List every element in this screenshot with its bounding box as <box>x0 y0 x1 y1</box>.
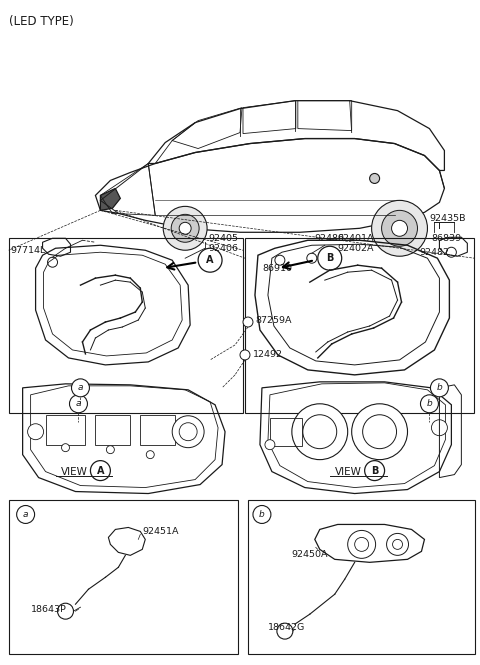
Circle shape <box>386 533 408 555</box>
Text: 92450A: 92450A <box>292 550 328 559</box>
Circle shape <box>318 246 342 270</box>
Circle shape <box>240 350 250 360</box>
Circle shape <box>370 174 380 184</box>
Text: 92451A: 92451A <box>142 527 179 536</box>
Bar <box>46 415 85 445</box>
Circle shape <box>58 603 73 619</box>
Circle shape <box>352 404 408 460</box>
Circle shape <box>348 531 376 559</box>
Text: 92401A: 92401A <box>338 234 374 243</box>
Text: 92402A: 92402A <box>338 244 374 253</box>
Bar <box>140 415 175 445</box>
Bar <box>96 415 130 445</box>
Circle shape <box>307 253 317 263</box>
Circle shape <box>431 379 448 397</box>
Text: A: A <box>206 255 214 265</box>
Circle shape <box>253 505 271 523</box>
Circle shape <box>28 424 44 440</box>
Circle shape <box>355 537 369 551</box>
Text: 92486: 92486 <box>315 234 345 243</box>
Circle shape <box>70 395 87 413</box>
Circle shape <box>292 404 348 460</box>
Circle shape <box>243 317 253 327</box>
Circle shape <box>275 255 285 265</box>
Text: 92405: 92405 <box>208 234 238 243</box>
Text: a: a <box>78 383 83 392</box>
Circle shape <box>146 451 154 459</box>
Polygon shape <box>100 188 120 210</box>
Circle shape <box>265 440 275 450</box>
Circle shape <box>90 461 110 481</box>
Circle shape <box>179 222 191 234</box>
Circle shape <box>179 423 197 441</box>
Text: a: a <box>76 399 81 408</box>
Circle shape <box>17 505 35 523</box>
Text: VIEW: VIEW <box>335 467 361 477</box>
Text: 92406: 92406 <box>208 244 238 253</box>
Circle shape <box>163 206 207 250</box>
Text: 87259A: 87259A <box>255 315 291 325</box>
Text: b: b <box>259 510 265 519</box>
Bar <box>270 418 302 446</box>
Bar <box>9 499 238 654</box>
Circle shape <box>72 379 89 397</box>
Text: 92482: 92482 <box>420 248 449 257</box>
Circle shape <box>372 200 428 256</box>
Circle shape <box>107 446 114 454</box>
Circle shape <box>420 395 438 413</box>
Text: 18642G: 18642G <box>268 622 305 632</box>
Circle shape <box>392 220 408 236</box>
Text: VIEW: VIEW <box>60 467 87 477</box>
Text: 97714L: 97714L <box>11 246 46 255</box>
Circle shape <box>382 210 418 246</box>
Text: A: A <box>96 465 104 475</box>
Text: (LED TYPE): (LED TYPE) <box>9 15 73 28</box>
Bar <box>248 499 475 654</box>
Bar <box>245 238 474 413</box>
Circle shape <box>432 420 447 436</box>
Text: a: a <box>23 510 28 519</box>
Text: 18643P: 18643P <box>31 604 67 614</box>
Circle shape <box>171 214 199 242</box>
Circle shape <box>393 539 403 549</box>
Circle shape <box>303 415 336 449</box>
Circle shape <box>365 461 384 481</box>
Circle shape <box>277 623 293 639</box>
Bar <box>9 238 243 413</box>
Text: b: b <box>427 399 432 408</box>
Text: 12492: 12492 <box>253 350 283 360</box>
Text: 86839: 86839 <box>432 234 462 243</box>
Text: B: B <box>326 253 334 263</box>
Circle shape <box>363 415 396 449</box>
Text: B: B <box>371 465 378 475</box>
Circle shape <box>61 444 70 452</box>
Text: b: b <box>436 383 442 392</box>
Text: 92435B: 92435B <box>430 214 466 223</box>
Text: 86910: 86910 <box>262 264 292 273</box>
Circle shape <box>48 257 58 267</box>
Circle shape <box>198 248 222 272</box>
Circle shape <box>172 416 204 448</box>
Circle shape <box>446 247 456 257</box>
